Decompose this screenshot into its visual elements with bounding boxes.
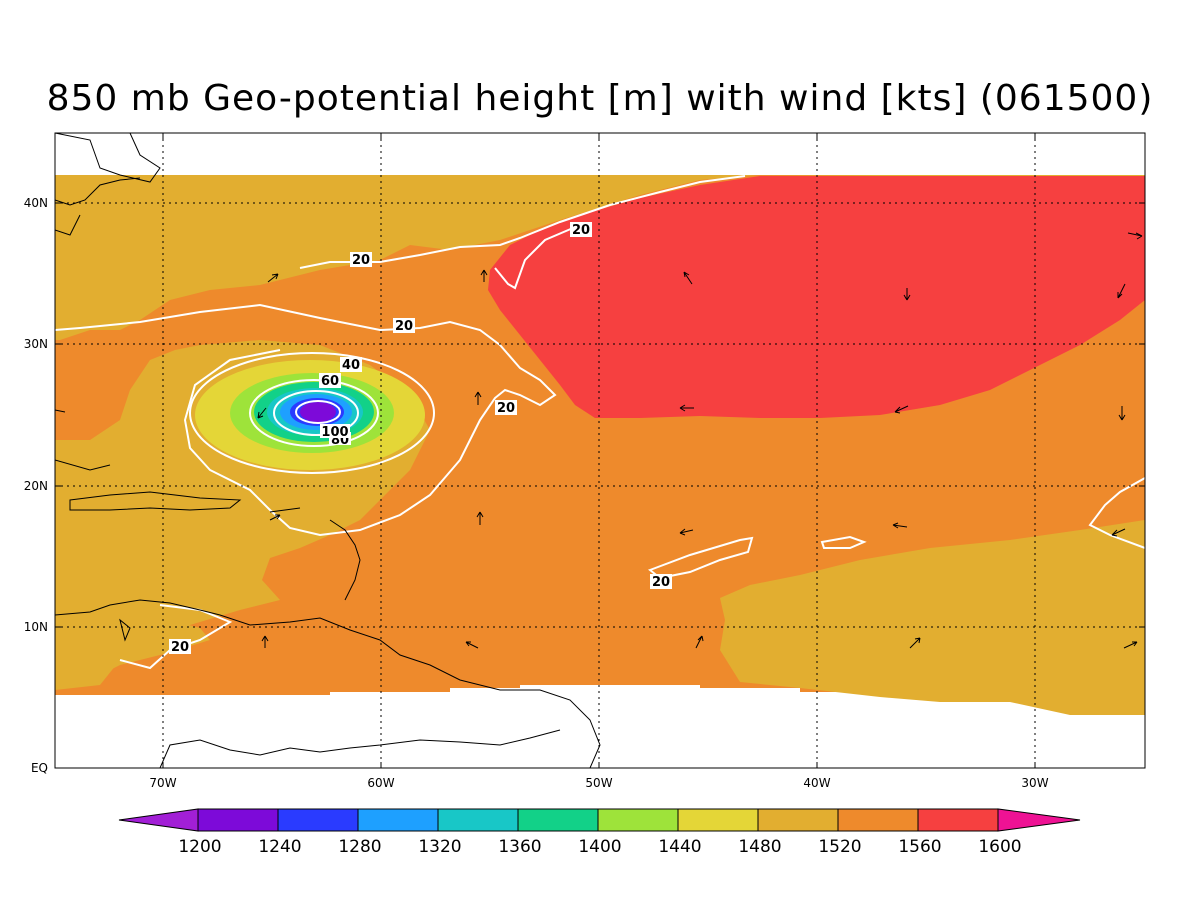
wind-vector xyxy=(480,269,488,282)
lat-label-10n: 10N xyxy=(24,620,48,634)
tick-marks xyxy=(55,133,1145,769)
wind-vector xyxy=(55,409,66,413)
lon-label-60w: 60W xyxy=(367,776,394,790)
lon-label-40w: 40W xyxy=(803,776,830,790)
field-1520-sw-coast xyxy=(55,600,210,690)
field-1240-core xyxy=(300,402,336,422)
field-1520-southeast xyxy=(720,520,1145,715)
coast-caribbean-islands xyxy=(55,459,361,601)
colorbar-label: 1480 xyxy=(738,837,781,857)
wind-vector xyxy=(903,288,911,301)
contour-label: 20 xyxy=(352,253,370,268)
colorbar-bin-1440 xyxy=(597,808,679,832)
wind-vector xyxy=(1118,406,1126,421)
coastlines xyxy=(55,133,601,768)
colorbar-bin-1520 xyxy=(757,808,839,832)
contour-60 xyxy=(249,379,379,447)
colorbar-labels: 1200 1240 1280 1320 1360 1400 1440 1480 … xyxy=(178,837,1021,857)
wind-vector xyxy=(894,405,909,414)
contour-20-east-blob2 xyxy=(820,535,867,549)
no-data-region xyxy=(55,685,1145,768)
lat-label-40n: 40N xyxy=(24,196,48,210)
colorbar-bin-1280 xyxy=(277,808,359,832)
page-title: 850 mb Geo-potential height [m] with win… xyxy=(46,78,1154,119)
colorbar-label: 1360 xyxy=(498,837,541,857)
longitude-labels: 70W 60W 50W 40W 30W xyxy=(149,776,1048,790)
contour-label: 20 xyxy=(395,319,413,334)
contour-label: 100 xyxy=(321,425,348,440)
colorbar-label: 1400 xyxy=(578,837,621,857)
lat-label-30n: 30N xyxy=(24,337,48,351)
wind-vector xyxy=(909,637,921,649)
colorbar-label: 1520 xyxy=(818,837,861,857)
contour-80 xyxy=(273,390,359,436)
contour-40 xyxy=(189,352,435,474)
wind-vector xyxy=(1123,641,1138,649)
wind-vector xyxy=(683,271,693,285)
lon-label-30w: 30W xyxy=(1021,776,1048,790)
colorbar-bin-1240 xyxy=(197,808,279,832)
contour-label: 20 xyxy=(171,640,189,655)
wind-vectors xyxy=(55,232,1143,649)
colorbar-under xyxy=(118,808,199,832)
contour-label: 60 xyxy=(321,374,339,389)
colorbar xyxy=(118,808,1081,832)
colorbar-bin-1600 xyxy=(917,808,999,832)
wind-vector xyxy=(892,522,908,529)
contour-label: 20 xyxy=(572,223,590,238)
colorbar-label: 1240 xyxy=(258,837,301,857)
plot-frame xyxy=(54,132,1146,769)
wind-vector xyxy=(1111,528,1126,537)
wind-vector xyxy=(476,511,484,525)
lat-label-eq: EQ xyxy=(31,761,48,775)
contour-label: 40 xyxy=(342,358,360,373)
colorbar-label: 1440 xyxy=(658,837,701,857)
contour-labels: 20 20 20 20 20 20 40 60 80 100 xyxy=(169,222,672,655)
colorbar-label: 1560 xyxy=(898,837,941,857)
lon-label-50w: 50W xyxy=(585,776,612,790)
colorbar-bin-1480 xyxy=(677,808,759,832)
contour-20-north2 xyxy=(494,224,581,290)
colorbar-label: 1200 xyxy=(178,837,221,857)
coast-south-america xyxy=(55,599,601,768)
latitude-labels: 40N 30N 20N 10N EQ xyxy=(24,196,48,775)
graticule xyxy=(55,133,1145,768)
contour-20-far-east xyxy=(1088,477,1145,549)
colorbar-bin-1400 xyxy=(517,808,599,832)
coast-north-america xyxy=(55,133,161,236)
wind-vector xyxy=(679,528,694,536)
lat-label-20n: 20N xyxy=(24,479,48,493)
field-1520-north xyxy=(55,175,1145,340)
wind-vector xyxy=(257,407,267,419)
wind-vector xyxy=(679,404,694,412)
wind-vector xyxy=(1117,283,1126,299)
wind-vector xyxy=(261,635,269,648)
wind-vector xyxy=(474,391,482,405)
colorbar-bin-1360 xyxy=(437,808,519,832)
contour-100 xyxy=(295,400,341,424)
colorbar-over xyxy=(997,808,1081,832)
colorbar-bin-1560 xyxy=(837,808,919,832)
wind-vector xyxy=(267,273,279,283)
colorbar-label: 1320 xyxy=(418,837,461,857)
colorbar-bin-1320 xyxy=(357,808,439,832)
wind-vector xyxy=(269,514,281,521)
contour-label: 20 xyxy=(652,575,670,590)
wind-vector xyxy=(1127,232,1143,240)
map-plot-area xyxy=(55,133,1145,768)
contour-20-mid xyxy=(55,303,557,537)
colorbar-label: 1280 xyxy=(338,837,381,857)
coast-lake-maracaibo xyxy=(119,618,131,642)
wind-vector xyxy=(465,641,479,649)
wind-vector xyxy=(695,635,704,649)
contour-label: 20 xyxy=(497,401,515,416)
colorbar-label: 1600 xyxy=(978,837,1021,857)
lon-label-70w: 70W xyxy=(149,776,176,790)
